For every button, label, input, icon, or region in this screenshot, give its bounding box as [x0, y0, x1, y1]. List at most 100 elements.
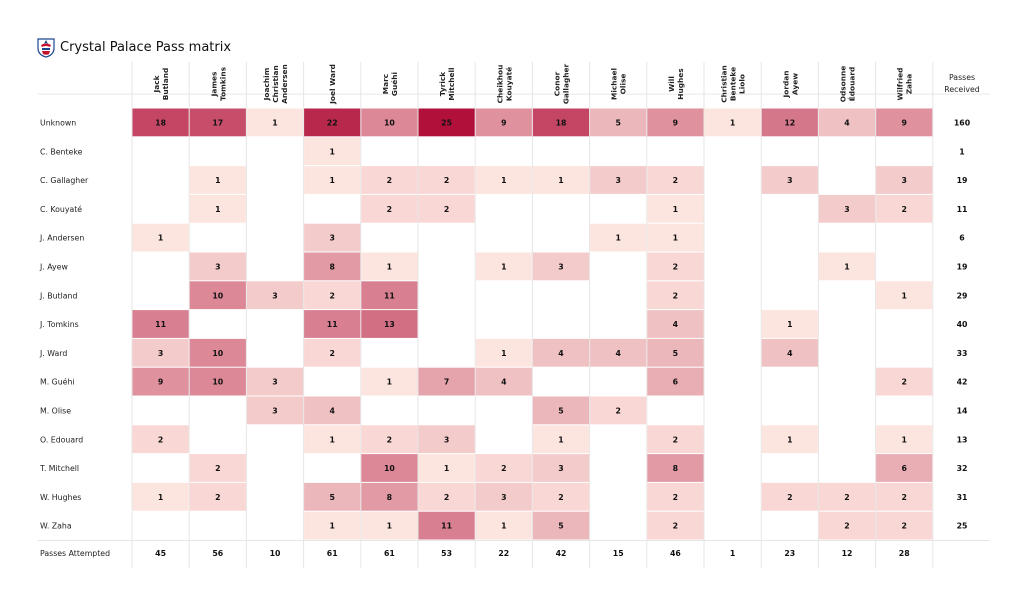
heatmap-cell [304, 396, 361, 425]
heatmap-cell [132, 367, 189, 396]
heatmap-cell [304, 137, 361, 166]
heatmap-cell [876, 511, 933, 540]
heatmap-cell [132, 425, 189, 454]
cell-value: 3 [272, 407, 277, 416]
row-label: C. Benteke [40, 147, 83, 156]
column-header-line: Will [667, 76, 676, 92]
heatmap-cell [361, 281, 418, 310]
heatmap-cell [189, 367, 246, 396]
column-total: 22 [498, 549, 509, 558]
heatmap-cell [818, 511, 876, 540]
cell-value: 2 [215, 464, 220, 473]
heatmap-cell [246, 396, 304, 425]
cell-value: 25 [441, 119, 452, 128]
passes-received-header: Received [944, 85, 980, 94]
column-header-line: Jordan [781, 70, 790, 98]
heatmap-cell [532, 252, 590, 281]
column-header: Will Hughes [667, 68, 685, 100]
column-header-line: Wilfried [896, 68, 905, 101]
column-header-line: Michael [610, 68, 619, 100]
column-header: Christian Benteke Liolo [720, 65, 747, 103]
column-header: Marc Guéhi [381, 72, 399, 96]
cell-value: 3 [158, 349, 163, 358]
cell-value: 1 [387, 263, 392, 272]
cell-value: 2 [501, 464, 506, 473]
cell-value: 1 [787, 435, 792, 444]
column-total: 10 [270, 549, 281, 558]
column-header-line: Andersen [280, 64, 289, 104]
cell-value: 4 [673, 320, 679, 329]
cell-value: 2 [901, 522, 906, 531]
cell-value: 1 [558, 176, 563, 185]
heatmap-cell [647, 511, 704, 540]
cell-value: 2 [387, 435, 392, 444]
heatmap-cell [189, 482, 246, 511]
heatmap-cell [361, 252, 418, 281]
heatmap-cell [418, 425, 475, 454]
heatmap-cell [761, 310, 818, 338]
row-label: W. Zaha [40, 522, 72, 531]
cell-value: 2 [673, 493, 678, 502]
row-label: T. Mitchell [39, 464, 79, 473]
column-total: 12 [842, 549, 853, 558]
cell-value: 1 [901, 291, 906, 300]
row-label: O. Edouard [40, 435, 83, 444]
cell-value: 3 [844, 205, 849, 214]
row-label: M. Guéhi [40, 378, 75, 387]
heatmap-cell [532, 482, 590, 511]
column-total: 56 [212, 549, 223, 558]
cell-value: 1 [387, 378, 392, 387]
heatmap-cell [532, 108, 590, 137]
heatmap-cell [418, 166, 475, 194]
cell-value: 9 [501, 119, 506, 128]
column-header: Conor Gallagher [553, 63, 571, 104]
column-header: Wilfried Zaha [896, 68, 914, 101]
cell-value: 9 [158, 378, 163, 387]
cell-value: 11 [441, 522, 452, 531]
column-header-line: Benteke [729, 67, 738, 101]
column-total: 23 [784, 549, 795, 558]
column-header-line: Butland [161, 68, 170, 101]
heatmap-cell [475, 166, 532, 194]
cell-value: 1 [272, 119, 277, 128]
cell-value: 6 [673, 378, 678, 387]
column-header-line: Joel Ward [328, 64, 337, 105]
column-total: 45 [155, 549, 166, 558]
heatmap-cell [475, 252, 532, 281]
column-header-line: Joachim [262, 67, 271, 101]
cell-value: 10 [384, 119, 395, 128]
heatmap-cell [132, 223, 189, 252]
cell-value: 2 [215, 493, 220, 502]
cell-value: 2 [673, 263, 678, 272]
column-header-line: Liolo [738, 74, 747, 94]
heatmap-cell [418, 194, 475, 223]
cell-value: 2 [844, 493, 849, 502]
cell-value: 3 [329, 234, 334, 243]
cell-value: 13 [384, 320, 395, 329]
row-label: C. Kouyaté [40, 205, 82, 214]
heatmap-cell [132, 338, 189, 367]
column-header-line: Conor [553, 71, 562, 96]
cell-value: 2 [673, 435, 678, 444]
heatmap-cell [532, 511, 590, 540]
cell-value: 3 [501, 493, 506, 502]
cell-value: 1 [444, 464, 449, 473]
heatmap-cell [189, 194, 246, 223]
heatmap-cell [418, 367, 475, 396]
heatmap-cell [876, 194, 933, 223]
cell-value: 1 [501, 522, 506, 531]
row-label: M. Olise [40, 407, 71, 416]
heatmap-cell [818, 482, 876, 511]
cell-value: 9 [901, 119, 906, 128]
grid-lines [38, 62, 990, 568]
cell-value: 5 [329, 493, 334, 502]
heatmap-cell [304, 223, 361, 252]
column-header-line: Zaha [905, 74, 914, 95]
cell-value: 11 [327, 320, 338, 329]
heatmap-cell [361, 310, 418, 338]
column-total: 61 [384, 549, 395, 558]
heatmap-cell [361, 425, 418, 454]
row-total: 19 [957, 263, 968, 272]
cell-value: 9 [673, 119, 678, 128]
